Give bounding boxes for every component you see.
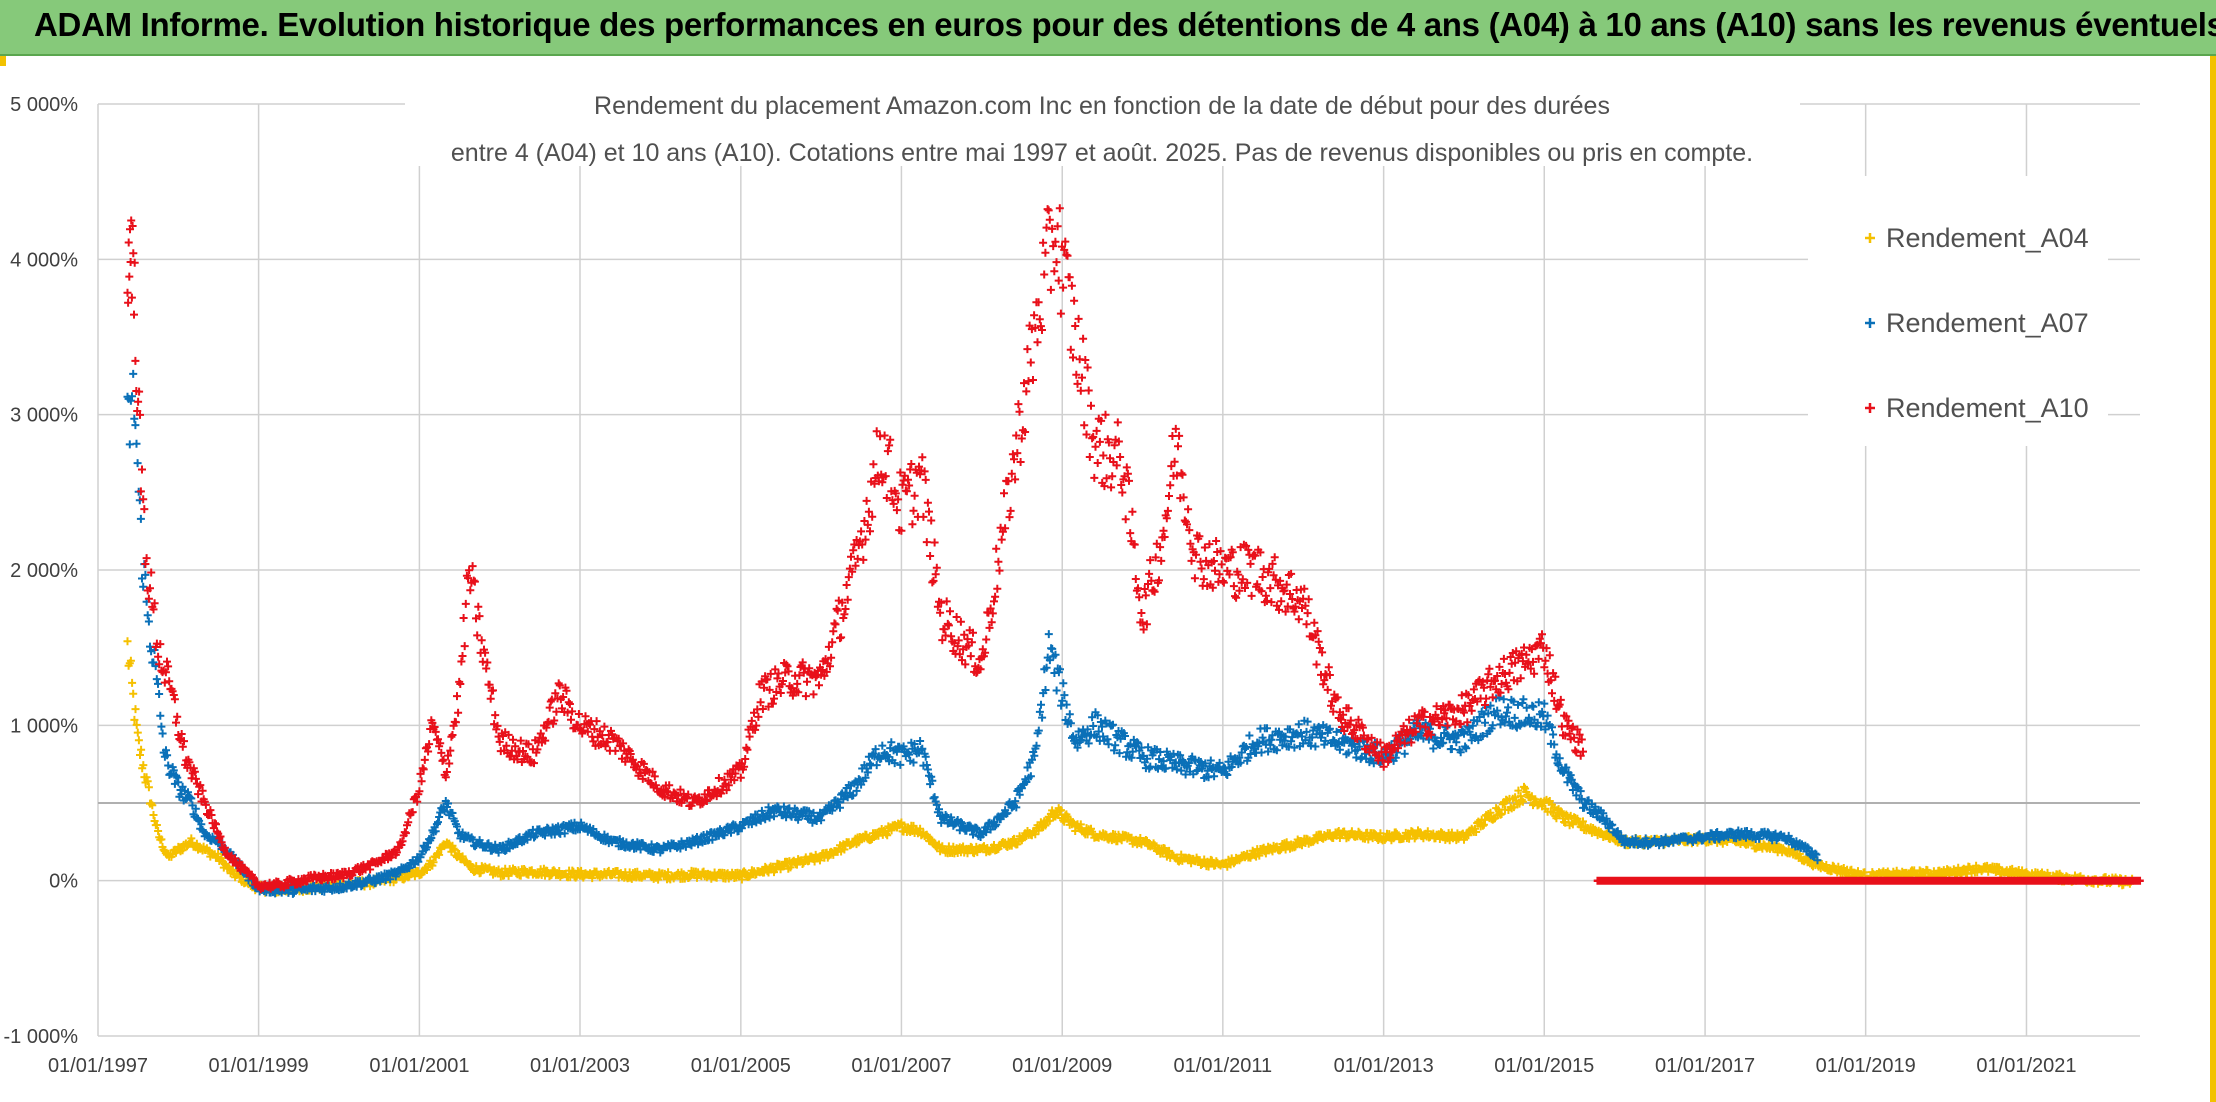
y-tick-label: 1 000% (10, 715, 78, 737)
x-tick-label: 01/01/2009 (1012, 1055, 1112, 1077)
x-tick-label: 01/01/2003 (530, 1055, 630, 1077)
y-tick-label: 2 000% (10, 560, 78, 582)
legend-label-rendement-a04: Rendement_A04 (1886, 223, 2089, 253)
y-tick-label: 4 000% (10, 249, 78, 271)
x-tick-label: 01/01/1997 (48, 1055, 148, 1077)
frame-accent-right (2210, 56, 2216, 1102)
frame-accent-left (0, 56, 6, 66)
report-banner: ADAM Informe. Evolution historique des p… (0, 0, 2216, 56)
x-tick-label: 01/01/2019 (1816, 1055, 1916, 1077)
series-rendement-a07 (123, 369, 1822, 898)
report-title: ADAM Informe. Evolution historique des p… (34, 6, 2216, 43)
legend-marker-rendement-a10 (1865, 403, 1875, 413)
series-rendement-a10 (123, 204, 1587, 894)
x-tick-label: 01/01/2021 (1976, 1055, 2076, 1077)
y-tick-label: 0% (49, 871, 78, 893)
y-tick-label: 5 000% (10, 94, 78, 116)
legend-background (1808, 176, 2108, 446)
x-tick-label: 01/01/2001 (369, 1055, 469, 1077)
legend-label-rendement-a07: Rendement_A07 (1886, 308, 2089, 338)
legend: Rendement_A04 Rendement_A07 Rendement_A10 (1865, 223, 2089, 423)
y-tick-label: -1 000% (4, 1026, 79, 1048)
y-tick-label: 3 000% (10, 405, 78, 427)
series-rendement-a10-zero-segment (1593, 876, 2144, 885)
legend-marker-rendement-a04 (1865, 233, 1875, 243)
performance-chart: -1 000%0%1 000%2 000%3 000%4 000%5 000% … (4, 76, 2144, 1077)
grid-lines (97, 103, 2140, 1037)
chart-title-line-1: Rendement du placement Amazon.com Inc en… (594, 92, 1610, 120)
x-tick-label: 01/01/2015 (1494, 1055, 1594, 1077)
x-tick-label: 01/01/2011 (1174, 1055, 1273, 1077)
x-tick-label: 01/01/1999 (209, 1055, 309, 1077)
legend-label-rendement-a10: Rendement_A10 (1886, 393, 2089, 423)
chart-title-background (405, 76, 1800, 166)
chart-title-line-2: entre 4 (A04) et 10 ans (A10). Cotations… (451, 139, 1753, 167)
x-tick-label: 01/01/2017 (1655, 1055, 1755, 1077)
x-tick-label: 01/01/2007 (851, 1055, 951, 1077)
series-rendement-a04 (123, 637, 2137, 897)
legend-marker-rendement-a07 (1865, 318, 1875, 328)
y-axis-tick-labels: -1 000% 0% 1 000% 2 000% 3 000% 4 000% 5 000% (4, 94, 79, 1048)
x-axis-tick-labels: 01/01/1997 01/01/1999 01/01/2001 01/01/2003… (48, 1055, 2077, 1077)
x-tick-label: 01/01/2013 (1334, 1055, 1434, 1077)
x-tick-label: 01/01/2005 (691, 1055, 791, 1077)
series-group (123, 204, 2144, 898)
